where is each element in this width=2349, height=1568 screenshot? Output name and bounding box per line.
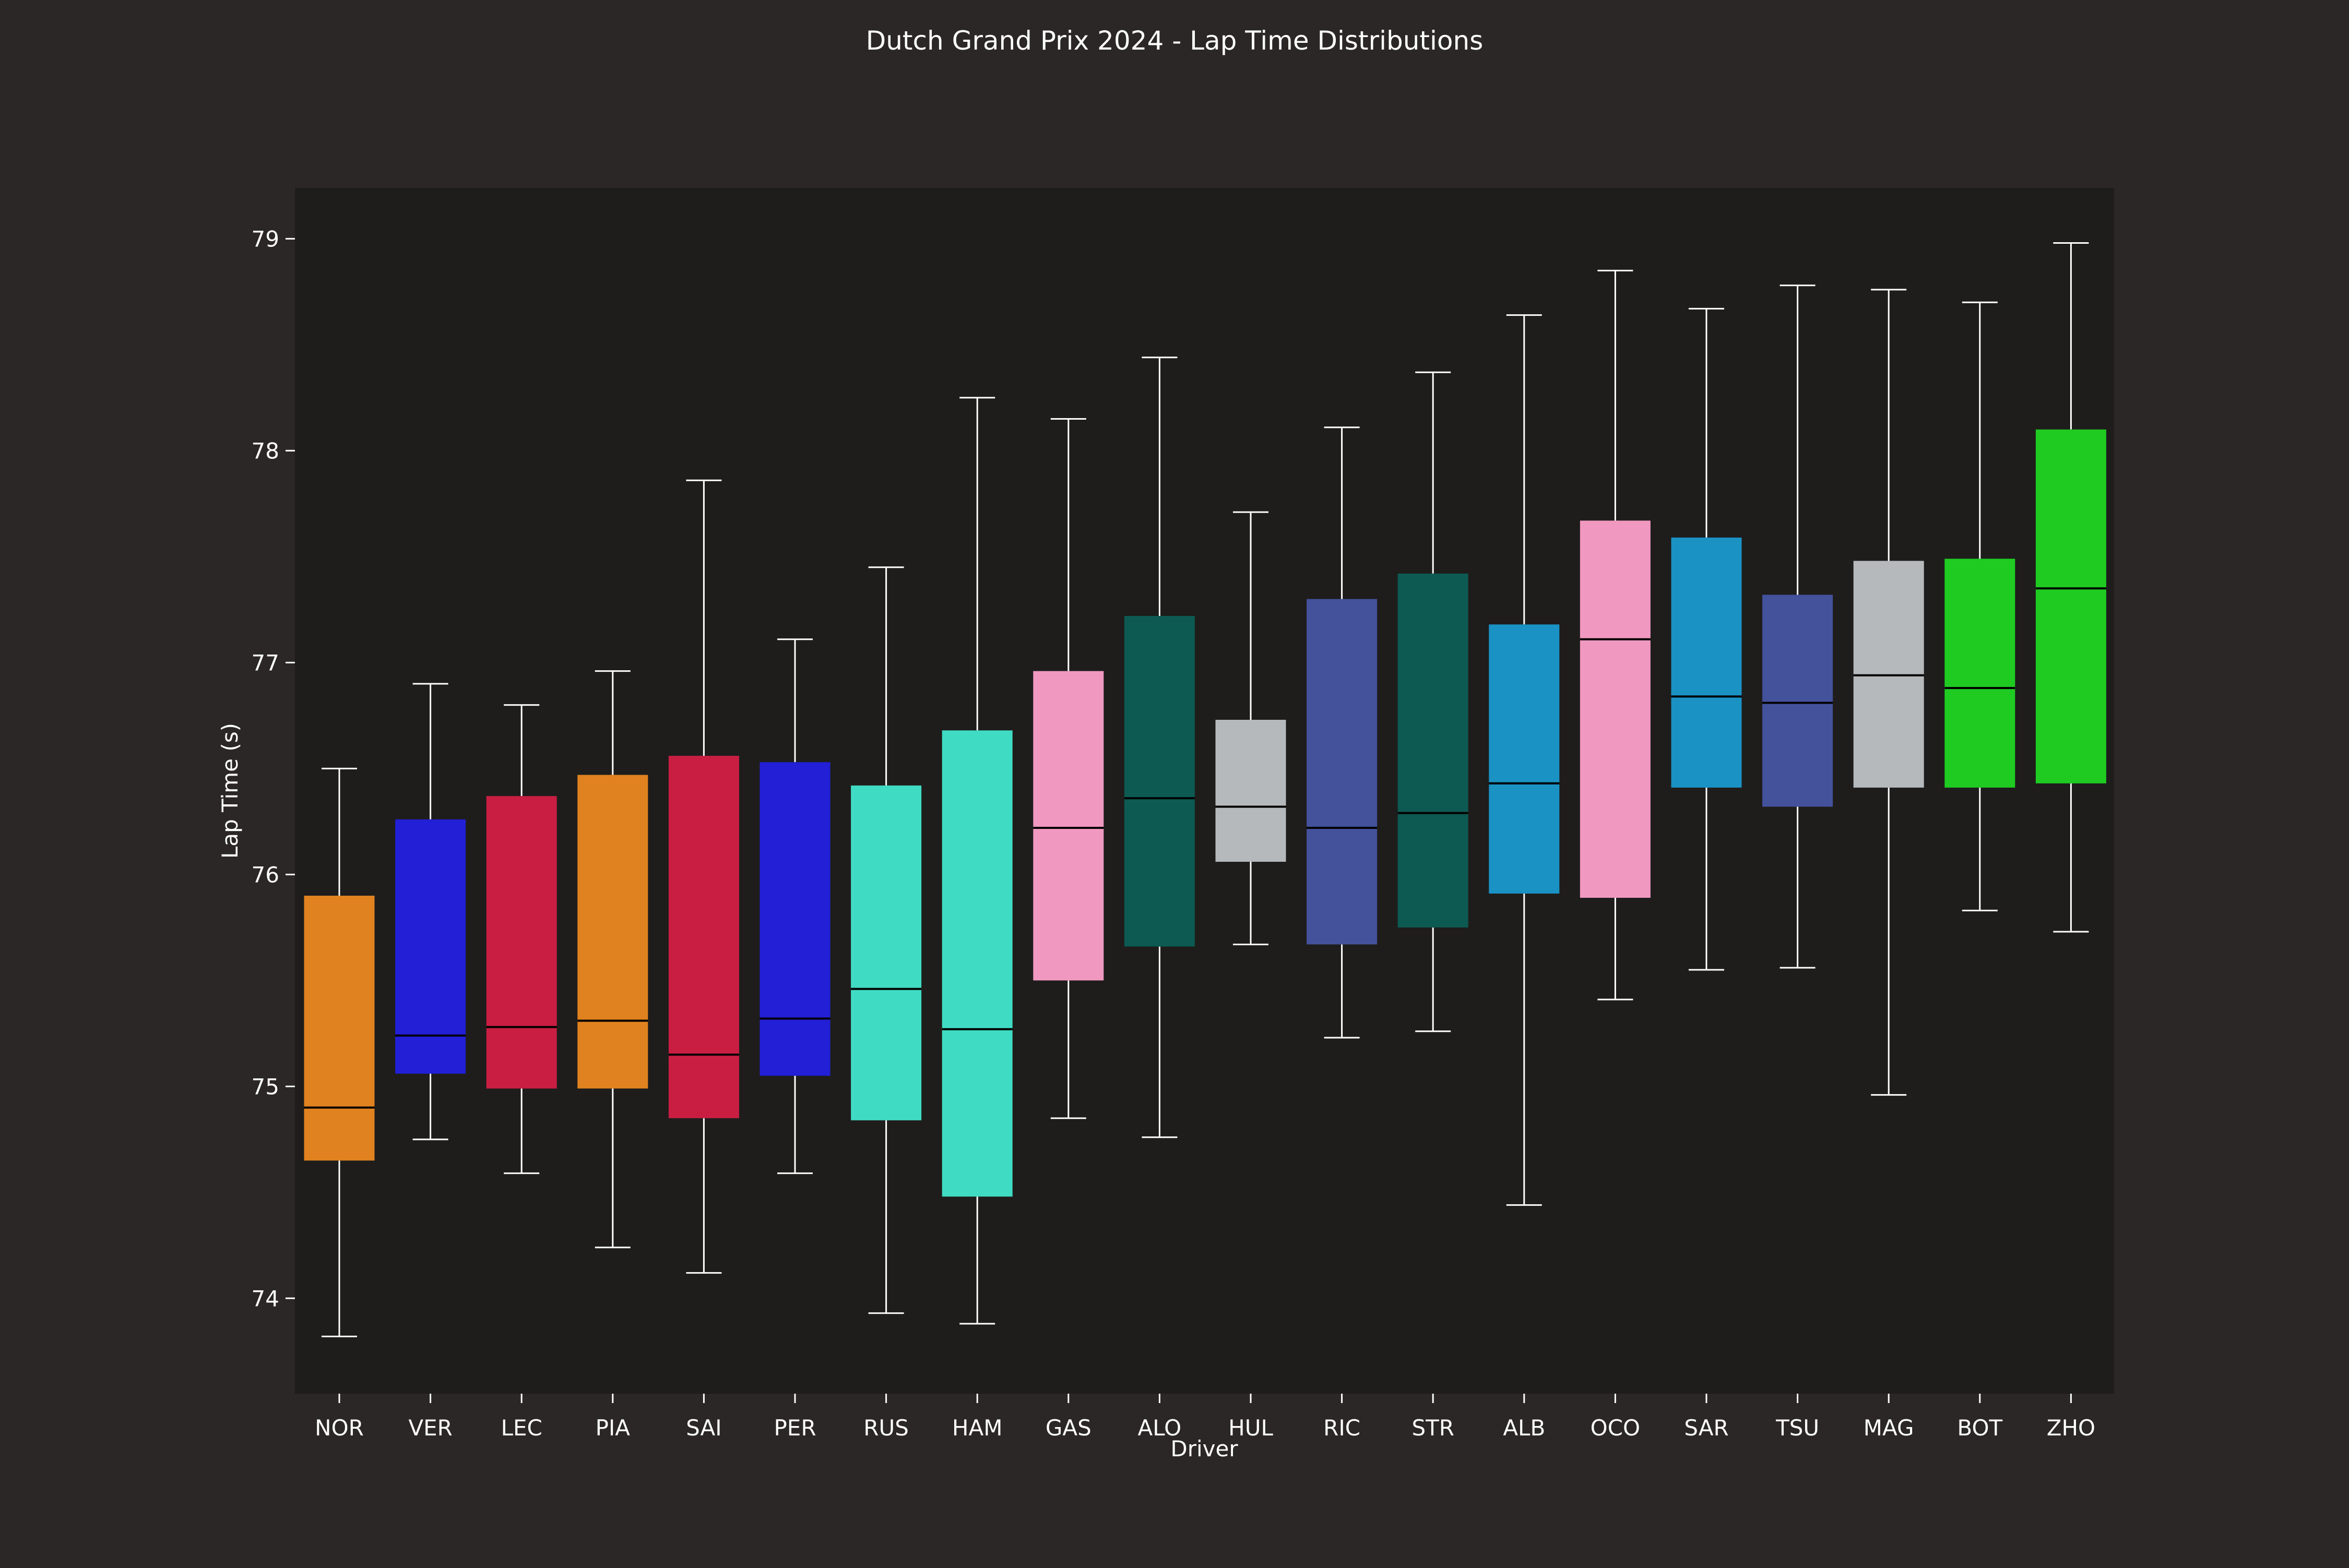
x-tick-label: ALB xyxy=(1503,1415,1545,1441)
box-iqr xyxy=(760,762,831,1076)
x-tick-label: SAI xyxy=(686,1415,722,1441)
boxes-group xyxy=(304,242,2106,1337)
x-tick-label: ALO xyxy=(1138,1415,1182,1441)
box-iqr xyxy=(942,730,1013,1197)
box-iqr xyxy=(2035,429,2106,783)
box-iqr xyxy=(486,796,557,1089)
box-iqr xyxy=(1215,719,1286,862)
x-tick-label: BOT xyxy=(1957,1415,2002,1441)
y-tick-label: 79 xyxy=(252,226,279,252)
box-iqr xyxy=(577,775,648,1089)
box-iqr xyxy=(1397,573,1468,928)
box-iqr xyxy=(1671,537,1742,788)
y-tick-label: 78 xyxy=(252,438,279,464)
x-tick-label: HUL xyxy=(1228,1415,1273,1441)
x-tick-label: OCO xyxy=(1591,1415,1640,1441)
x-tick-label: NOR xyxy=(315,1415,364,1441)
x-tick-label: ZHO xyxy=(2047,1415,2095,1441)
box-iqr xyxy=(1307,599,1378,945)
box-iqr xyxy=(668,756,739,1119)
y-axis: 74 75 76 77 78 79 xyxy=(252,226,295,1311)
box-nor xyxy=(304,767,375,1337)
box-oco xyxy=(1580,269,1651,1001)
box-alo xyxy=(1124,357,1195,1138)
box-bot xyxy=(1944,301,2015,911)
box-lec xyxy=(486,704,557,1174)
x-tick-label: PER xyxy=(774,1415,816,1441)
y-tick-label: 74 xyxy=(252,1286,279,1311)
y-tick-label: 75 xyxy=(252,1074,279,1099)
x-tick-label: SAR xyxy=(1684,1415,1728,1441)
x-axis-label: Driver xyxy=(1170,1436,1238,1462)
box-ver xyxy=(395,683,466,1141)
box-ric xyxy=(1307,426,1378,1039)
box-iqr xyxy=(1853,561,1924,788)
box-zho xyxy=(2035,242,2106,933)
box-sai xyxy=(668,479,739,1274)
box-iqr xyxy=(851,785,922,1121)
x-tick-label: STR xyxy=(1411,1415,1454,1441)
x-tick-label: VER xyxy=(408,1415,452,1441)
box-rus xyxy=(851,566,922,1314)
box-iqr xyxy=(1580,520,1651,898)
box-per xyxy=(760,638,831,1174)
box-ham xyxy=(942,397,1013,1325)
box-alb xyxy=(1489,314,1560,1206)
y-tick-label: 76 xyxy=(252,862,279,887)
x-tick-label: HAM xyxy=(952,1415,1003,1441)
box-mag xyxy=(1853,289,1924,1096)
box-sar xyxy=(1671,307,1742,971)
x-axis: NOR VER LEC PIA SAI PER RUS HAM GAS ALO HUL RIC STR A… xyxy=(315,1394,2095,1441)
x-tick-label: GAS xyxy=(1046,1415,1092,1441)
chart-title: Dutch Grand Prix 2024 - Lap Time Distrib… xyxy=(866,26,1484,56)
box-str xyxy=(1397,371,1468,1032)
box-hul xyxy=(1215,511,1286,945)
box-pia xyxy=(577,670,648,1249)
x-tick-label: TSU xyxy=(1775,1415,1819,1441)
x-tick-label: MAG xyxy=(1864,1415,1914,1441)
box-iqr xyxy=(1033,671,1104,981)
box-iqr xyxy=(1762,595,1833,807)
box-iqr xyxy=(1944,559,2015,788)
y-tick-label: 77 xyxy=(252,650,279,675)
box-gas xyxy=(1033,418,1104,1119)
box-iqr xyxy=(1489,624,1560,894)
box-tsu xyxy=(1762,284,1833,969)
plot-area xyxy=(295,188,2114,1394)
box-iqr xyxy=(1124,616,1195,947)
box-iqr xyxy=(395,819,466,1074)
x-tick-label: PIA xyxy=(596,1415,631,1441)
x-tick-label: RUS xyxy=(863,1415,909,1441)
x-tick-label: LEC xyxy=(501,1415,542,1441)
y-axis-label: Lap Time (s) xyxy=(217,723,243,859)
x-tick-label: RIC xyxy=(1323,1415,1360,1441)
box-iqr xyxy=(304,895,375,1161)
